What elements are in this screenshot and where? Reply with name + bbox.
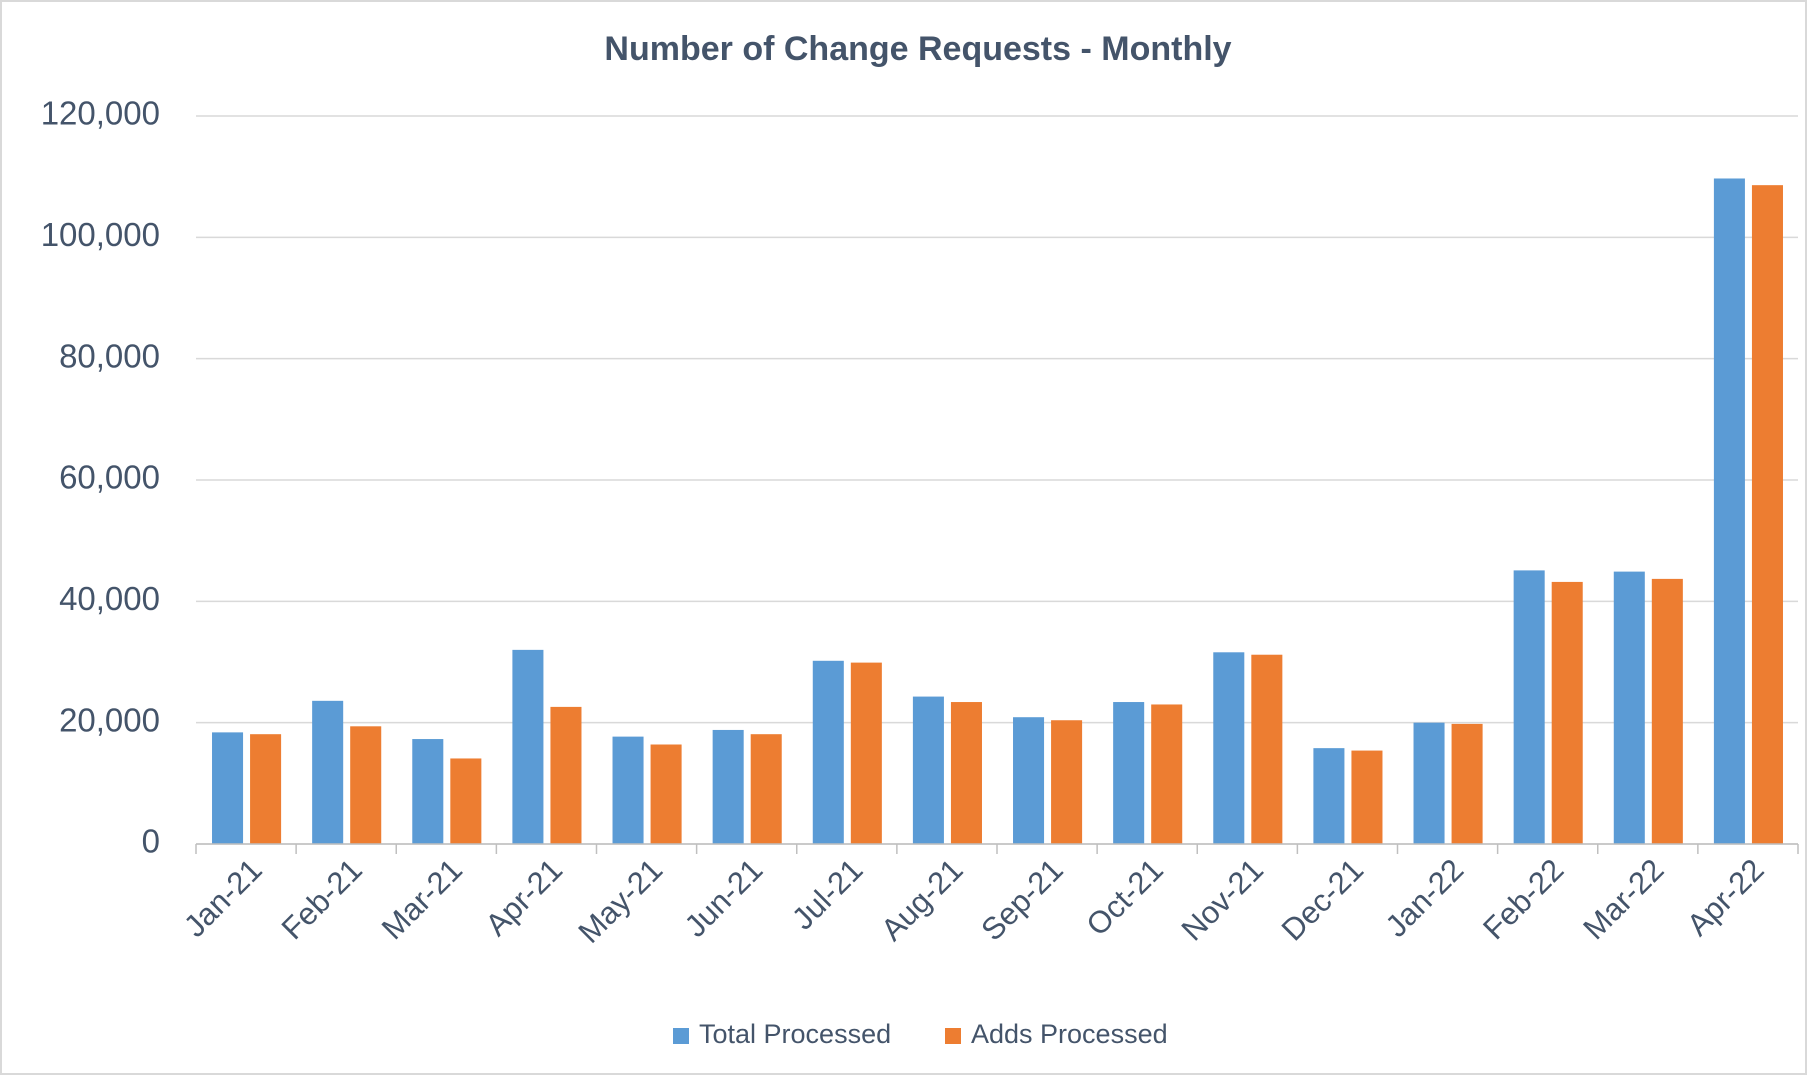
bar	[512, 649, 544, 844]
y-tick-label: 60,000	[59, 459, 160, 496]
bar	[1751, 185, 1783, 844]
bar	[950, 702, 982, 844]
bar	[312, 700, 344, 844]
bar	[350, 726, 382, 844]
bar	[450, 758, 482, 844]
legend-label: Adds Processed	[971, 1019, 1168, 1049]
bar	[412, 739, 444, 844]
bar	[1213, 652, 1245, 844]
bar	[212, 732, 244, 844]
bar	[1513, 570, 1545, 844]
bar	[550, 706, 582, 844]
bar	[1713, 178, 1745, 844]
bar	[912, 696, 944, 844]
y-tick-label: 40,000	[59, 580, 160, 617]
legend-swatch	[673, 1028, 689, 1044]
bar	[1651, 578, 1683, 844]
bar	[1113, 702, 1145, 844]
bar	[812, 660, 844, 844]
bar	[1251, 654, 1283, 844]
bar	[650, 744, 682, 844]
legend-swatch	[945, 1028, 961, 1044]
bar	[1013, 717, 1045, 844]
y-tick-label: 100,000	[41, 216, 160, 253]
chart-title: Number of Change Requests - Monthly	[604, 30, 1231, 68]
bar	[750, 734, 782, 844]
legend-label: Total Processed	[699, 1019, 891, 1049]
bar	[850, 662, 882, 844]
y-tick-label: 80,000	[59, 337, 160, 374]
bar	[1451, 723, 1483, 844]
bar	[250, 734, 282, 844]
bar	[1051, 720, 1083, 844]
bar	[1151, 704, 1183, 844]
bar	[712, 729, 744, 844]
bar	[1351, 750, 1383, 844]
bar	[1551, 581, 1583, 844]
y-tick-label: 120,000	[41, 95, 160, 132]
y-tick-label: 20,000	[59, 701, 160, 738]
bar	[612, 736, 644, 844]
bar	[1613, 571, 1645, 844]
bar	[1313, 748, 1345, 844]
bar	[1413, 722, 1445, 844]
y-tick-label: 0	[142, 823, 160, 860]
